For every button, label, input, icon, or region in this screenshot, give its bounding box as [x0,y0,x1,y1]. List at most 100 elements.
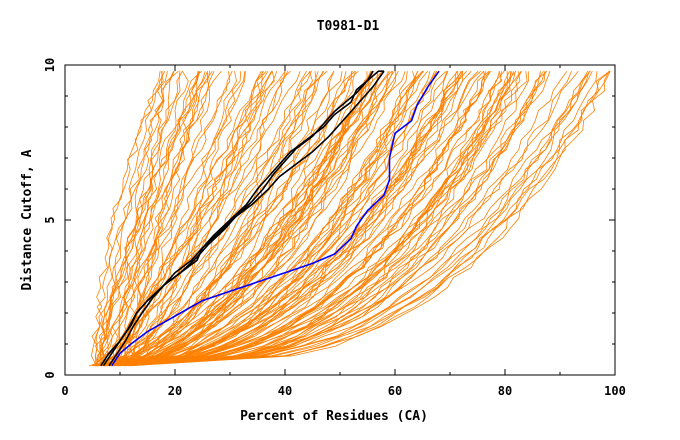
highlight-series-line-4 [108,70,385,367]
model-curve-line [125,70,291,367]
model-curve-line [112,71,611,367]
model-curve-line [92,71,511,367]
model-curves [88,70,611,367]
model-curve-line [128,70,591,367]
x-tick-label: 80 [498,384,512,398]
model-curve-line [95,71,572,367]
x-axis-label: Percent of Residues (CA) [240,409,428,424]
x-tick-label: 100 [604,384,626,398]
plot-lines [88,70,611,367]
model-curve-line [105,71,394,367]
model-curve-line [129,70,328,367]
highlight-series-line-1 [111,70,440,367]
model-curve-line [97,71,464,367]
model-curve-line [117,71,593,367]
x-tick-label: 60 [388,384,402,398]
model-curve-line [90,70,179,366]
model-curve-line [116,71,206,366]
model-curve-line [108,71,237,366]
x-tick-label: 20 [168,384,182,398]
model-curve-line [98,71,438,367]
model-curve-line [97,70,424,367]
model-curve-line [104,71,590,367]
model-curve-line [99,71,528,367]
model-curve-line [96,71,233,366]
model-curve-line [130,71,610,367]
model-curve-line [97,71,508,367]
y-tick-label: 0 [43,371,57,378]
model-curve-line [126,71,164,366]
model-curve-line [124,71,449,367]
model-curve-line [126,71,211,366]
model-curve-line [131,71,529,367]
model-curve-line [96,71,502,367]
model-curve-line [123,71,408,367]
model-curve-line [116,70,373,367]
model-curve-line [95,71,546,367]
model-curve-line [110,71,551,367]
model-curve-line [102,70,484,367]
model-curve-line [109,70,523,367]
model-curve-line [121,71,416,367]
model-curve-line [99,70,325,367]
model-curve-line [94,71,161,366]
model-curve-line [112,71,175,366]
model-curve-line [129,70,265,366]
model-curve-line [102,71,201,366]
model-curve-line [88,70,356,367]
model-curve-line [104,70,517,367]
model-curve-line [103,71,262,367]
model-curve-line [121,70,423,367]
model-curve-line [91,71,166,366]
model-curve-line [105,71,500,367]
model-curve-line [125,70,335,367]
x-tick-label: 40 [278,384,292,398]
x-tick-label: 0 [61,384,68,398]
y-axis-label: Distance Cutoff, A [20,149,35,290]
model-curve-line [101,71,164,366]
model-curve-line [99,71,371,367]
model-curve-line [111,71,521,367]
model-curve-line [104,70,437,367]
model-curve-line [98,71,181,366]
y-tick-label: 10 [43,58,57,72]
model-curve-line [122,71,389,367]
model-curve-line [120,71,289,367]
model-curve-line [113,70,610,367]
model-curve-line [124,71,516,367]
model-curve-line [117,71,168,366]
model-curve-line [123,70,311,367]
model-curve-line [105,71,200,366]
model-curve-line [120,70,286,367]
model-curve-line [125,71,356,367]
model-curve-line [95,71,589,367]
model-curve-line [108,71,510,367]
model-curve-line [99,71,183,366]
model-curve-line [109,70,472,367]
model-curve-line [105,70,611,367]
model-curve-line [117,71,373,367]
ticks: 0 20 40 60 80 100 0 5 10 [43,58,626,398]
model-curve-line [117,70,548,367]
model-curve-line [99,70,222,366]
model-curve-line [95,70,395,367]
model-curve-line [106,70,544,367]
model-curve-line [121,71,371,367]
model-curve-line [97,70,383,367]
highlight-series-line-3 [102,70,374,367]
model-curve-line [96,70,269,367]
model-curve-line [114,70,482,367]
model-curve-line [118,70,189,366]
model-curve-line [101,71,273,367]
model-curve-line [120,71,319,367]
model-curve-line [112,70,579,367]
model-curve-line [111,70,491,367]
model-curve-line [103,71,464,367]
y-tick-label: 5 [43,216,57,223]
model-curve-line [124,71,272,366]
model-curve-line [128,71,242,366]
model-curve-line [108,70,393,367]
model-curve-line [109,71,462,367]
model-curve-line [106,71,324,367]
